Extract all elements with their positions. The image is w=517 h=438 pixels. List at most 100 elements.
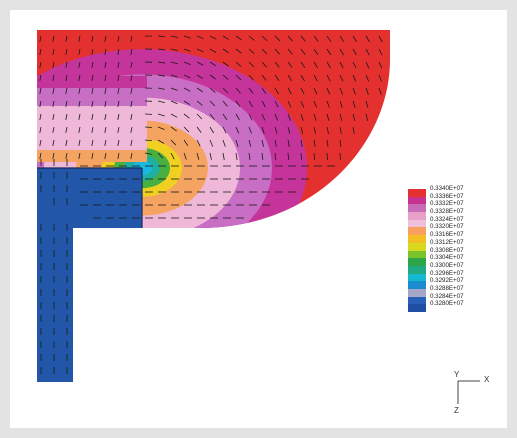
velocity-vector bbox=[326, 152, 328, 161]
velocity-vector bbox=[209, 74, 216, 80]
velocity-vector bbox=[287, 139, 290, 147]
velocity-vector bbox=[248, 87, 254, 94]
velocity-vector bbox=[130, 100, 133, 107]
velocity-vector bbox=[183, 87, 191, 92]
velocity-vector bbox=[104, 152, 107, 159]
velocity-vector bbox=[91, 74, 94, 81]
velocity-vector bbox=[287, 100, 292, 108]
velocity-vector bbox=[183, 113, 190, 119]
velocity-vector bbox=[300, 35, 306, 42]
velocity-vector bbox=[222, 152, 225, 160]
velocity-vector bbox=[274, 126, 278, 134]
velocity-vector bbox=[130, 48, 133, 55]
velocity-vector bbox=[313, 152, 316, 161]
velocity-vector bbox=[248, 48, 255, 54]
velocity-vector bbox=[65, 87, 68, 94]
velocity-vector bbox=[130, 61, 133, 68]
velocity-vector bbox=[300, 139, 303, 147]
velocity-vector bbox=[170, 48, 178, 52]
axis-triad: Y X Z bbox=[442, 366, 502, 426]
axis-x-label: X bbox=[484, 375, 490, 384]
velocity-vector bbox=[196, 113, 203, 120]
velocity-vector bbox=[287, 61, 293, 68]
velocity-vector bbox=[339, 87, 343, 95]
velocity-vector bbox=[287, 48, 293, 55]
pressure-contour-plot bbox=[37, 30, 390, 382]
velocity-vector bbox=[65, 74, 68, 81]
velocity-vector bbox=[78, 48, 81, 55]
velocity-vector bbox=[274, 100, 279, 108]
legend-row: 0.3308E+07 bbox=[408, 247, 498, 259]
velocity-vector bbox=[117, 113, 120, 120]
velocity-vector bbox=[78, 35, 81, 42]
legend-row: 0.3284E+07 bbox=[408, 293, 498, 305]
velocity-vector bbox=[313, 100, 317, 108]
velocity-vector bbox=[222, 35, 230, 41]
velocity-vector bbox=[300, 113, 304, 121]
legend-row: 0.3316E+07 bbox=[408, 231, 498, 243]
velocity-vector bbox=[339, 48, 344, 56]
velocity-vector bbox=[144, 126, 153, 128]
velocity-vector bbox=[157, 139, 165, 144]
velocity-vector bbox=[378, 74, 382, 82]
velocity-vector bbox=[196, 74, 204, 79]
velocity-vector bbox=[78, 61, 81, 68]
velocity-vector bbox=[326, 61, 331, 69]
velocity-vector bbox=[104, 48, 107, 55]
velocity-vector bbox=[170, 100, 178, 105]
velocity-vector bbox=[104, 113, 107, 120]
velocity-vector bbox=[78, 126, 81, 133]
velocity-vector bbox=[378, 87, 382, 95]
legend-label: 0.3320E+07 bbox=[430, 223, 464, 231]
velocity-vector bbox=[39, 139, 42, 146]
velocity-vector bbox=[313, 48, 319, 55]
velocity-vector bbox=[248, 61, 255, 68]
velocity-vector bbox=[183, 100, 191, 106]
velocity-vector bbox=[274, 152, 277, 161]
velocity-vector bbox=[352, 61, 357, 69]
velocity-vector bbox=[261, 113, 266, 121]
velocity-vector bbox=[326, 100, 330, 108]
velocity-vector bbox=[261, 152, 264, 160]
velocity-vector bbox=[248, 74, 254, 81]
velocity-vector bbox=[157, 61, 165, 64]
legend-row: 0.3328E+07 bbox=[408, 208, 498, 220]
velocity-vector bbox=[104, 61, 107, 68]
velocity-vector bbox=[78, 100, 81, 107]
velocity-vector bbox=[326, 139, 329, 147]
velocity-vector bbox=[365, 48, 370, 56]
velocity-vector bbox=[130, 113, 133, 120]
velocity-vector bbox=[52, 126, 55, 133]
velocity-vector bbox=[91, 87, 94, 94]
legend-label: 0.3296E+07 bbox=[430, 269, 464, 277]
velocity-vector bbox=[104, 87, 107, 94]
velocity-vector bbox=[300, 152, 303, 161]
velocity-vector bbox=[117, 35, 120, 42]
legend-row: 0.3312E+07 bbox=[408, 239, 498, 251]
legend-swatch bbox=[408, 281, 426, 289]
velocity-vector bbox=[352, 126, 355, 134]
velocity-vector bbox=[365, 35, 370, 43]
velocity-vector bbox=[261, 74, 267, 81]
purple-left-band bbox=[37, 88, 147, 106]
velocity-vector bbox=[65, 152, 68, 159]
legend-label: 0.3312E+07 bbox=[430, 238, 464, 246]
velocity-vector bbox=[313, 61, 319, 69]
lower-channel bbox=[37, 167, 143, 382]
velocity-vector bbox=[196, 48, 204, 53]
legend-swatch bbox=[408, 288, 426, 297]
velocity-vector bbox=[183, 48, 191, 52]
velocity-vector bbox=[39, 100, 42, 107]
velocity-vector bbox=[91, 100, 94, 107]
legend-swatch bbox=[408, 235, 426, 243]
velocity-vector bbox=[104, 74, 107, 81]
legend-label: 0.3288E+07 bbox=[430, 285, 464, 293]
velocity-vector bbox=[65, 113, 68, 120]
plot-frame: 0.3340E+07 0.3336E+07 0.3332E+07 0.3328E+07… bbox=[10, 10, 507, 428]
legend-label: 0.3328E+07 bbox=[430, 208, 464, 216]
velocity-vector bbox=[261, 35, 268, 42]
velocity-vector bbox=[157, 74, 165, 77]
velocity-vector bbox=[65, 48, 68, 55]
velocity-vector bbox=[117, 100, 120, 107]
velocity-vector bbox=[300, 61, 306, 69]
